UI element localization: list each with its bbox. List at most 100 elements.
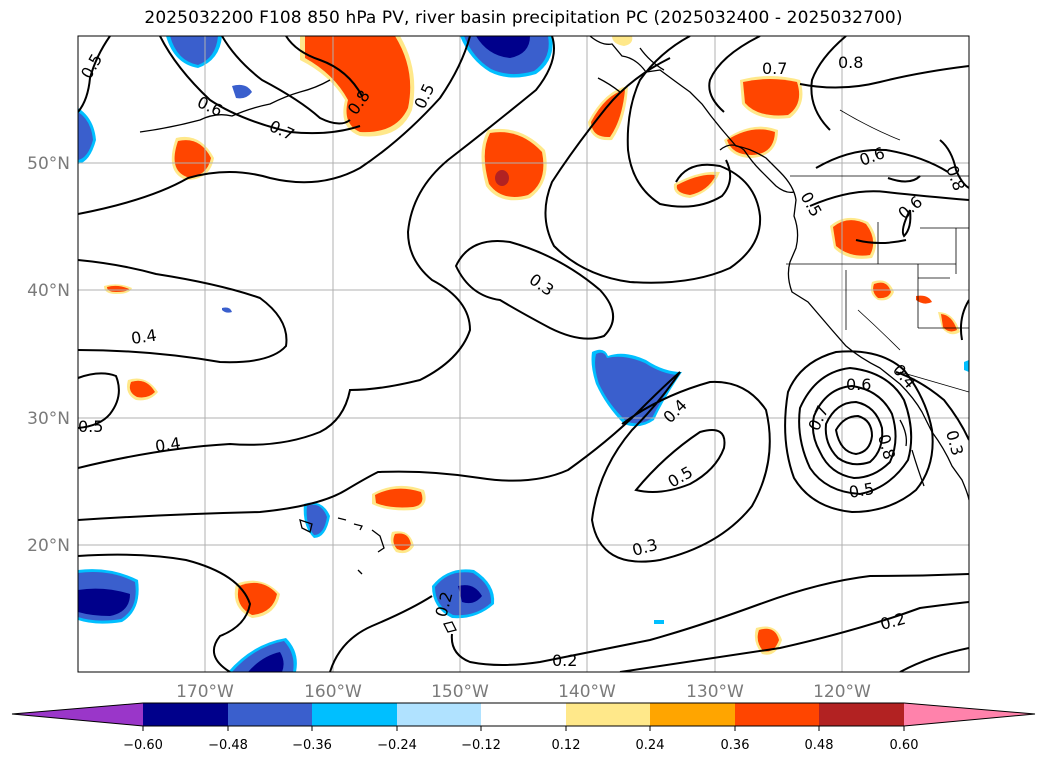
contour-line [855, 239, 907, 244]
contour-label: 0.3 [630, 535, 660, 560]
contour-label: 0.5 [797, 189, 826, 221]
contour-line [78, 36, 555, 469]
contour-line [901, 209, 912, 238]
contour-line [784, 350, 934, 514]
contour-line [959, 299, 969, 341]
colorbar-tick-label: 0.60 [890, 738, 919, 753]
precip-shading [78, 36, 969, 672]
precip-patch [916, 295, 932, 304]
precip-patch [495, 170, 509, 186]
precip-patch [78, 588, 130, 616]
precip-patch [305, 36, 411, 133]
colorbar-segment [650, 703, 735, 726]
contour-label: 0.3 [526, 270, 558, 300]
colorbar-extend-low [12, 703, 143, 726]
contour-line [834, 414, 874, 456]
contour-line [887, 175, 921, 183]
contour-line [78, 371, 771, 563]
precip-patch [941, 314, 957, 332]
map-frame [77, 35, 970, 673]
precip-patch [743, 79, 800, 116]
contour-line [798, 366, 913, 496]
map-title: 2025032200 F108 850 hPa PV, river basin … [144, 8, 903, 28]
contour-line [78, 553, 252, 672]
contour-line [78, 36, 111, 113]
contour-line [159, 36, 361, 135]
colorbar-segment [312, 703, 397, 726]
contour-label: 0.5 [78, 417, 103, 436]
contour-line [454, 240, 614, 340]
precip-patch [833, 220, 874, 256]
contour-line [708, 36, 761, 113]
positive-anomaly-patches [104, 36, 960, 655]
contour-line [450, 573, 969, 666]
lon-label-160w: 160°W [304, 682, 362, 702]
colorbar-segment [735, 703, 819, 726]
lat-label-20n: 20°N [27, 536, 70, 556]
lon-label-120w: 120°W [813, 682, 871, 702]
lon-label-170w: 170°W [176, 682, 234, 702]
colorbar-tick-label: 0.48 [805, 738, 834, 753]
contour-label: 0.6 [846, 375, 871, 394]
contour-label: 0.5 [665, 462, 697, 491]
pv-contours [78, 36, 969, 672]
contour-label: 0.5 [77, 50, 106, 82]
colorbar-tick-label: −0.36 [292, 738, 332, 753]
lon-label-150w: 150°W [431, 682, 489, 702]
contour-line [815, 148, 949, 173]
colorbar-extend-high [904, 703, 1035, 726]
contour-label: 0.6 [194, 92, 225, 120]
graticule [78, 36, 969, 672]
colorbar: −0.60 −0.48 −0.36 −0.24 −0.12 0.12 0.24 … [11, 702, 1036, 753]
negative-anomaly-patches [78, 36, 969, 672]
colorbar-segment [143, 703, 228, 726]
colorbar-segment [397, 703, 481, 726]
contour-line [619, 601, 969, 672]
contour-label: 0.6 [857, 143, 887, 170]
precip-patch [595, 352, 678, 424]
precip-patch [170, 36, 218, 65]
contour-line [810, 36, 847, 131]
contour-line [78, 372, 120, 429]
lat-label-40n: 40°N [27, 281, 70, 301]
contour-line [78, 259, 288, 364]
colorbar-tick-label: 0.36 [721, 738, 750, 753]
precip-patch [232, 84, 252, 99]
contour-line [799, 65, 969, 89]
precip-patch [248, 652, 284, 672]
contour-label: 0.5 [847, 479, 875, 502]
precip-patch [757, 628, 779, 652]
contour-line [899, 647, 969, 672]
precip-patch [727, 129, 775, 155]
coastlines [139, 36, 969, 633]
contour-line [329, 595, 433, 672]
contour-line [811, 384, 897, 480]
colorbar-segment [566, 703, 650, 726]
contour-line [939, 139, 969, 189]
colorbar-tick-label: −0.24 [377, 738, 417, 753]
contour-label: 0.8 [942, 163, 969, 193]
precip-patch [964, 360, 969, 372]
contour-label: 0.2 [552, 651, 577, 670]
contour-line [895, 371, 969, 441]
precip-patch [393, 533, 411, 551]
colorbar-ticks [142, 726, 905, 731]
colorbar-tick-labels: −0.60 −0.48 −0.36 −0.24 −0.12 0.12 0.24 … [123, 738, 918, 753]
contour-label: 0.4 [130, 326, 158, 348]
colorbar-tick-label: −0.48 [208, 738, 248, 753]
colorbar-tick-label: −0.60 [123, 738, 163, 753]
contour-label: 0.8 [838, 53, 863, 72]
colorbar-tick-label: 0.12 [552, 738, 581, 753]
contour-line [809, 190, 969, 207]
contour-line [544, 57, 762, 284]
precip-patch [375, 488, 423, 508]
map-plot-area: 0.5 0.6 0.7 0.8 0.5 0.7 0.8 0.6 0.8 0.6 … [77, 36, 969, 672]
colorbar-tick-label: 0.24 [636, 738, 665, 753]
lon-label-140w: 140°W [558, 682, 616, 702]
contour-line [634, 429, 726, 493]
contour-line [824, 400, 884, 466]
contour-line [285, 36, 363, 97]
latitude-labels: 50°N 40°N 30°N 20°N [27, 154, 70, 556]
contour-line [626, 36, 732, 208]
